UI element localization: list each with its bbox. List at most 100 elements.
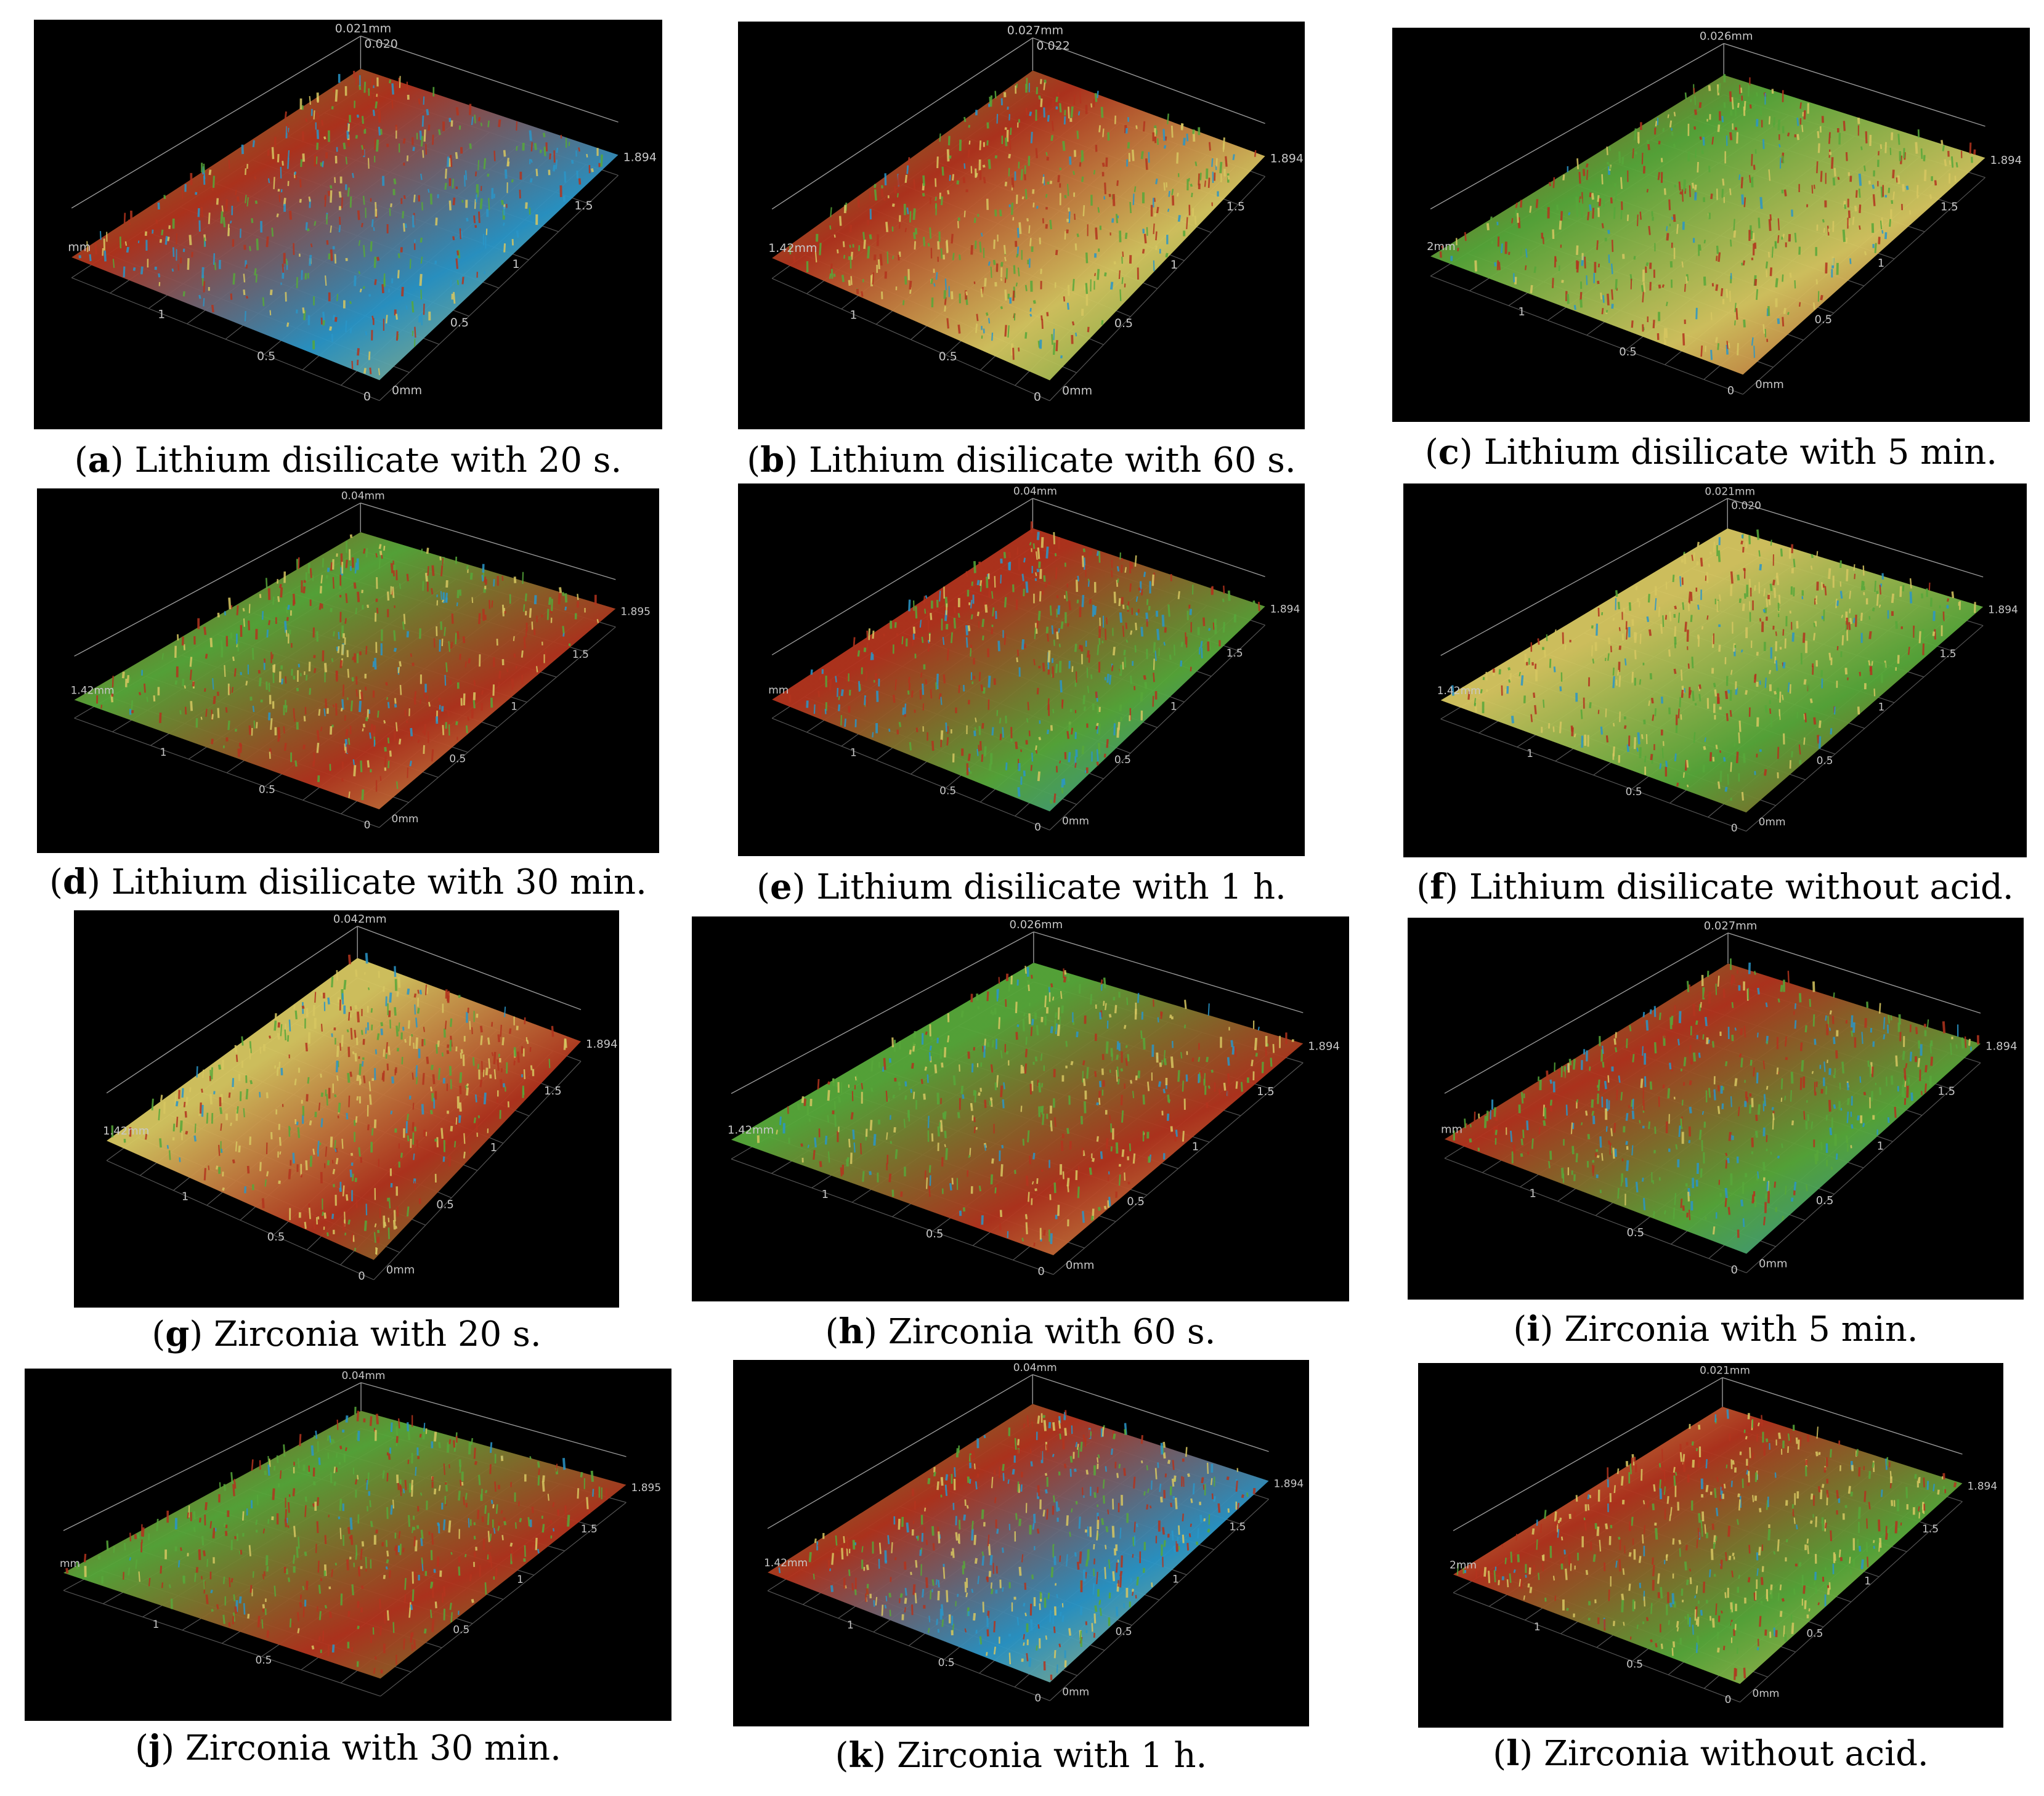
right-axis-max-label: 1.895: [620, 605, 651, 618]
panel-h-caption: (h) Zirconia with 60 s.: [825, 1311, 1216, 1352]
axis-frame: [771, 37, 1265, 210]
surface-texture: [778, 1410, 1256, 1680]
panel-l-caption: (l) Zirconia without acid.: [1493, 1733, 1929, 1774]
axis-frame: [731, 931, 1304, 1094]
bottom-axis-tick-0-5: 0.5: [257, 349, 275, 363]
right-axis-tick-1-5: 1.5: [1257, 1085, 1275, 1098]
panel-a-image: 0.021mm 0.020 mm 1.894 1.5 1 0.5 0 0mm 1 0.5: [34, 20, 662, 429]
panel-c-caption: (c) Lithium disilicate with 5 min.: [1424, 432, 1998, 472]
panel-l-image: 0.021mm 2mm 1.894 1.5 1 0.5 0 0mm 1 0.5: [1418, 1363, 2003, 1728]
y-axis-max-label: mm: [768, 684, 789, 697]
bottom-axis-tick-1: 1: [822, 1188, 829, 1201]
origin-zero-label: 0: [1037, 1265, 1044, 1278]
axis-frame: [71, 35, 618, 209]
surface-texture: [65, 1406, 608, 1674]
right-axis-tick-0-5: 0.5: [1114, 754, 1131, 766]
right-axis-tick-1-5: 1.5: [1227, 647, 1243, 660]
panel-i-caption: (i) Zirconia with 5 min.: [1513, 1309, 1918, 1349]
bottom-axis-tick-0-5: 0.5: [1626, 1658, 1643, 1670]
surface-plane: [768, 1404, 1269, 1683]
z-axis-max-label: 0.026mm: [1700, 30, 1753, 43]
bottom-axis-tick-0-5: 0.5: [939, 350, 957, 363]
right-axis-max-label: 1.895: [631, 1482, 662, 1494]
axis-frame: [74, 503, 616, 657]
bottom-axis-tick-1: 1: [1527, 748, 1533, 760]
right-axis-tick-1-5: 1.5: [1229, 1521, 1246, 1533]
surface-texture: [1439, 74, 1976, 360]
z-axis-max-label: 0.021mm: [335, 22, 391, 36]
panel-letter: j: [148, 1728, 161, 1768]
z-axis-max-label: 0.021mm: [1700, 1365, 1750, 1377]
right-axis-tick-1-5: 1.5: [572, 649, 589, 661]
y-axis-max-label: mm: [1441, 1123, 1462, 1136]
origin-zero-label: 0: [364, 819, 371, 831]
surface-plot: 0.04mm mm 1.895 1.5 1 0.5 1 0.5: [60, 1370, 662, 1697]
axis-frame: [1430, 42, 1985, 210]
panel-d-caption: (d) Lithium disilicate with 30 min.: [49, 862, 647, 902]
surface-texture: [756, 966, 1294, 1247]
bottom-axis-tick-0-5: 0.5: [259, 783, 275, 796]
surface-plane: [63, 1410, 627, 1679]
right-axis-tick-1: 1: [1170, 700, 1177, 713]
origin-mm-label: 0mm: [1062, 384, 1092, 398]
panel-d-image: 0.04mm 1.42mm 1.895 1.5 1 0.5 0 0mm 1 0.5: [37, 488, 659, 853]
panel-i-image: 0.027mm mm 1.894 1.5 1 0.5 0 0mm 1 0.5: [1408, 918, 2024, 1300]
right-axis-max-label: 1.894: [623, 150, 657, 164]
panel-c-image: 0.026mm 2mm 1.894 1.5 1 0.5 0 0mm 1 0.5: [1392, 28, 2030, 422]
y-axis-max-label: mm: [60, 1558, 80, 1570]
right-axis-tick-1-5: 1.5: [1937, 1085, 1955, 1098]
right-axis-max-label: 1.894: [1990, 154, 2022, 167]
panel-h-image: 0.026mm 1.42mm 1.894 1.5 1 0.5 0 0mm 1 0.5: [692, 916, 1349, 1301]
right-axis-tick-1: 1: [511, 701, 517, 713]
origin-mm-label: 0mm: [386, 1264, 415, 1277]
bottom-axis-tick-1: 1: [160, 746, 167, 759]
caption-text: Zirconia with 60 s.: [888, 1312, 1216, 1352]
right-axis-tick-1-5: 1.5: [544, 1085, 562, 1098]
right-axis-max-label: 1.894: [586, 1038, 618, 1051]
bottom-axis-tick-0-5: 0.5: [938, 1657, 955, 1669]
bottom-axis-tick-1: 1: [850, 309, 857, 322]
z-axis-max-label: 0.026mm: [1010, 918, 1063, 931]
right-axis-tick-0-5: 0.5: [1116, 1626, 1132, 1638]
bottom-axis-tick-0-5: 0.5: [267, 1231, 285, 1244]
z-axis-sub-label: 0.022: [1036, 39, 1069, 52]
surface-texture: [1453, 958, 1979, 1238]
right-axis-tick-0-5: 0.5: [450, 316, 469, 330]
right-axis-tick-0-5: 0.5: [1816, 1194, 1834, 1207]
y-axis-max-label: mm: [68, 241, 91, 254]
origin-zero-label: 0: [1034, 1693, 1041, 1705]
bottom-axis-tick-0-5: 0.5: [1626, 1226, 1644, 1239]
bottom-axis-tick-0-5: 0.5: [1619, 346, 1637, 358]
surface-texture: [789, 521, 1260, 804]
panel-f-image: 0.021mm 0.020 1.42mm 1.894 1.5 1 0.5 0 0mm 1 0.5: [1403, 483, 2027, 857]
surface-plane: [731, 963, 1304, 1255]
right-axis-tick-0-5: 0.5: [1815, 313, 1833, 326]
z-axis-max-label: 0.04mm: [1013, 1362, 1057, 1374]
panel-letter: h: [838, 1311, 864, 1352]
bottom-axis-tick-1: 1: [847, 1619, 854, 1632]
z-axis-sub-label: 0.020: [1731, 500, 1761, 512]
bottom-axis-tick-1: 1: [153, 1619, 160, 1631]
panel-g-image: 0.042mm 1.42mm 1.894 1.5 1 0.5 0 0mm 1 0.5: [74, 910, 619, 1308]
axis-frame: [63, 1382, 627, 1531]
surface-plot: 0.021mm 0.020 mm 1.894 1.5 1 0.5 0 0mm 1 0.5: [68, 22, 657, 404]
surface-plane: [772, 528, 1265, 812]
y-axis-max-label: 2mm: [1427, 240, 1456, 253]
bottom-axis-tick-1: 1: [850, 747, 857, 759]
y-axis-max-label: 1.42mm: [768, 241, 817, 255]
caption-text: Lithium disilicate with 5 min.: [1483, 432, 1998, 472]
panel-letter: l: [1506, 1733, 1520, 1774]
y-axis-max-label: 1.42mm: [764, 1557, 808, 1569]
panel-letter: i: [1527, 1309, 1540, 1349]
surface-plane: [1453, 1407, 1963, 1684]
caption-text: Zirconia without acid.: [1544, 1734, 1929, 1774]
surface-texture: [1456, 1409, 1957, 1680]
surface-plot: 0.026mm 2mm 1.894 1.5 1 0.5 0 0mm 1 0.5: [1427, 30, 2022, 398]
right-axis-tick-1-5: 1.5: [574, 199, 593, 212]
right-axis-tick-1-5: 1.5: [1227, 200, 1245, 214]
axis-frame: [106, 926, 582, 1094]
caption-text: Lithium disilicate without acid.: [1469, 867, 2014, 907]
surface-plot: 0.027mm 0.022 1.42mm 1.894 1.5 1 0.5 0 0mm 1 0.5: [768, 23, 1304, 403]
right-axis-tick-1: 1: [1877, 1139, 1884, 1152]
right-axis-max-label: 1.894: [1985, 1040, 2018, 1053]
